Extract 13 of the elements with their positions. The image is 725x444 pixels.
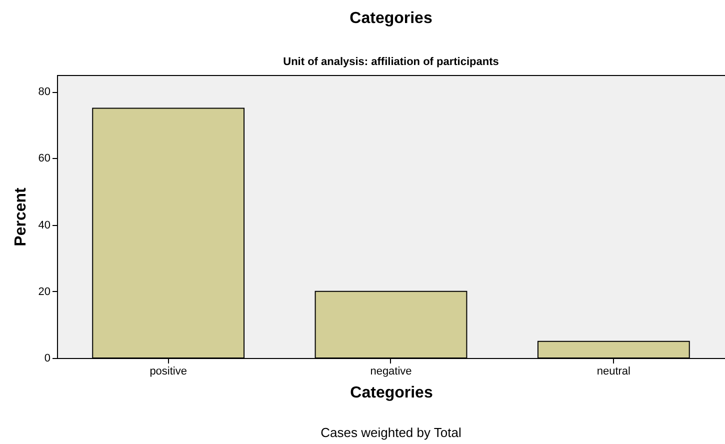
y-axis-title: Percent [12, 186, 30, 246]
y-tick-label: 20 [38, 286, 50, 298]
x-axis-title: Categories [350, 384, 433, 402]
y-tick-label: 60 [38, 152, 50, 165]
y-tick-label: 40 [38, 219, 50, 232]
x-tick-label: negative [370, 366, 412, 378]
y-tick-label: 80 [38, 86, 50, 98]
y-tick-label: 0 [44, 352, 50, 364]
chart-subtitle: Unit of analysis: affiliation of participants [283, 56, 499, 68]
x-tick-label: neutral [596, 366, 630, 378]
chart-title: Categories [350, 10, 432, 27]
text: Cases weighted by Total [320, 425, 462, 440]
x-tick-label: positive [150, 366, 187, 378]
